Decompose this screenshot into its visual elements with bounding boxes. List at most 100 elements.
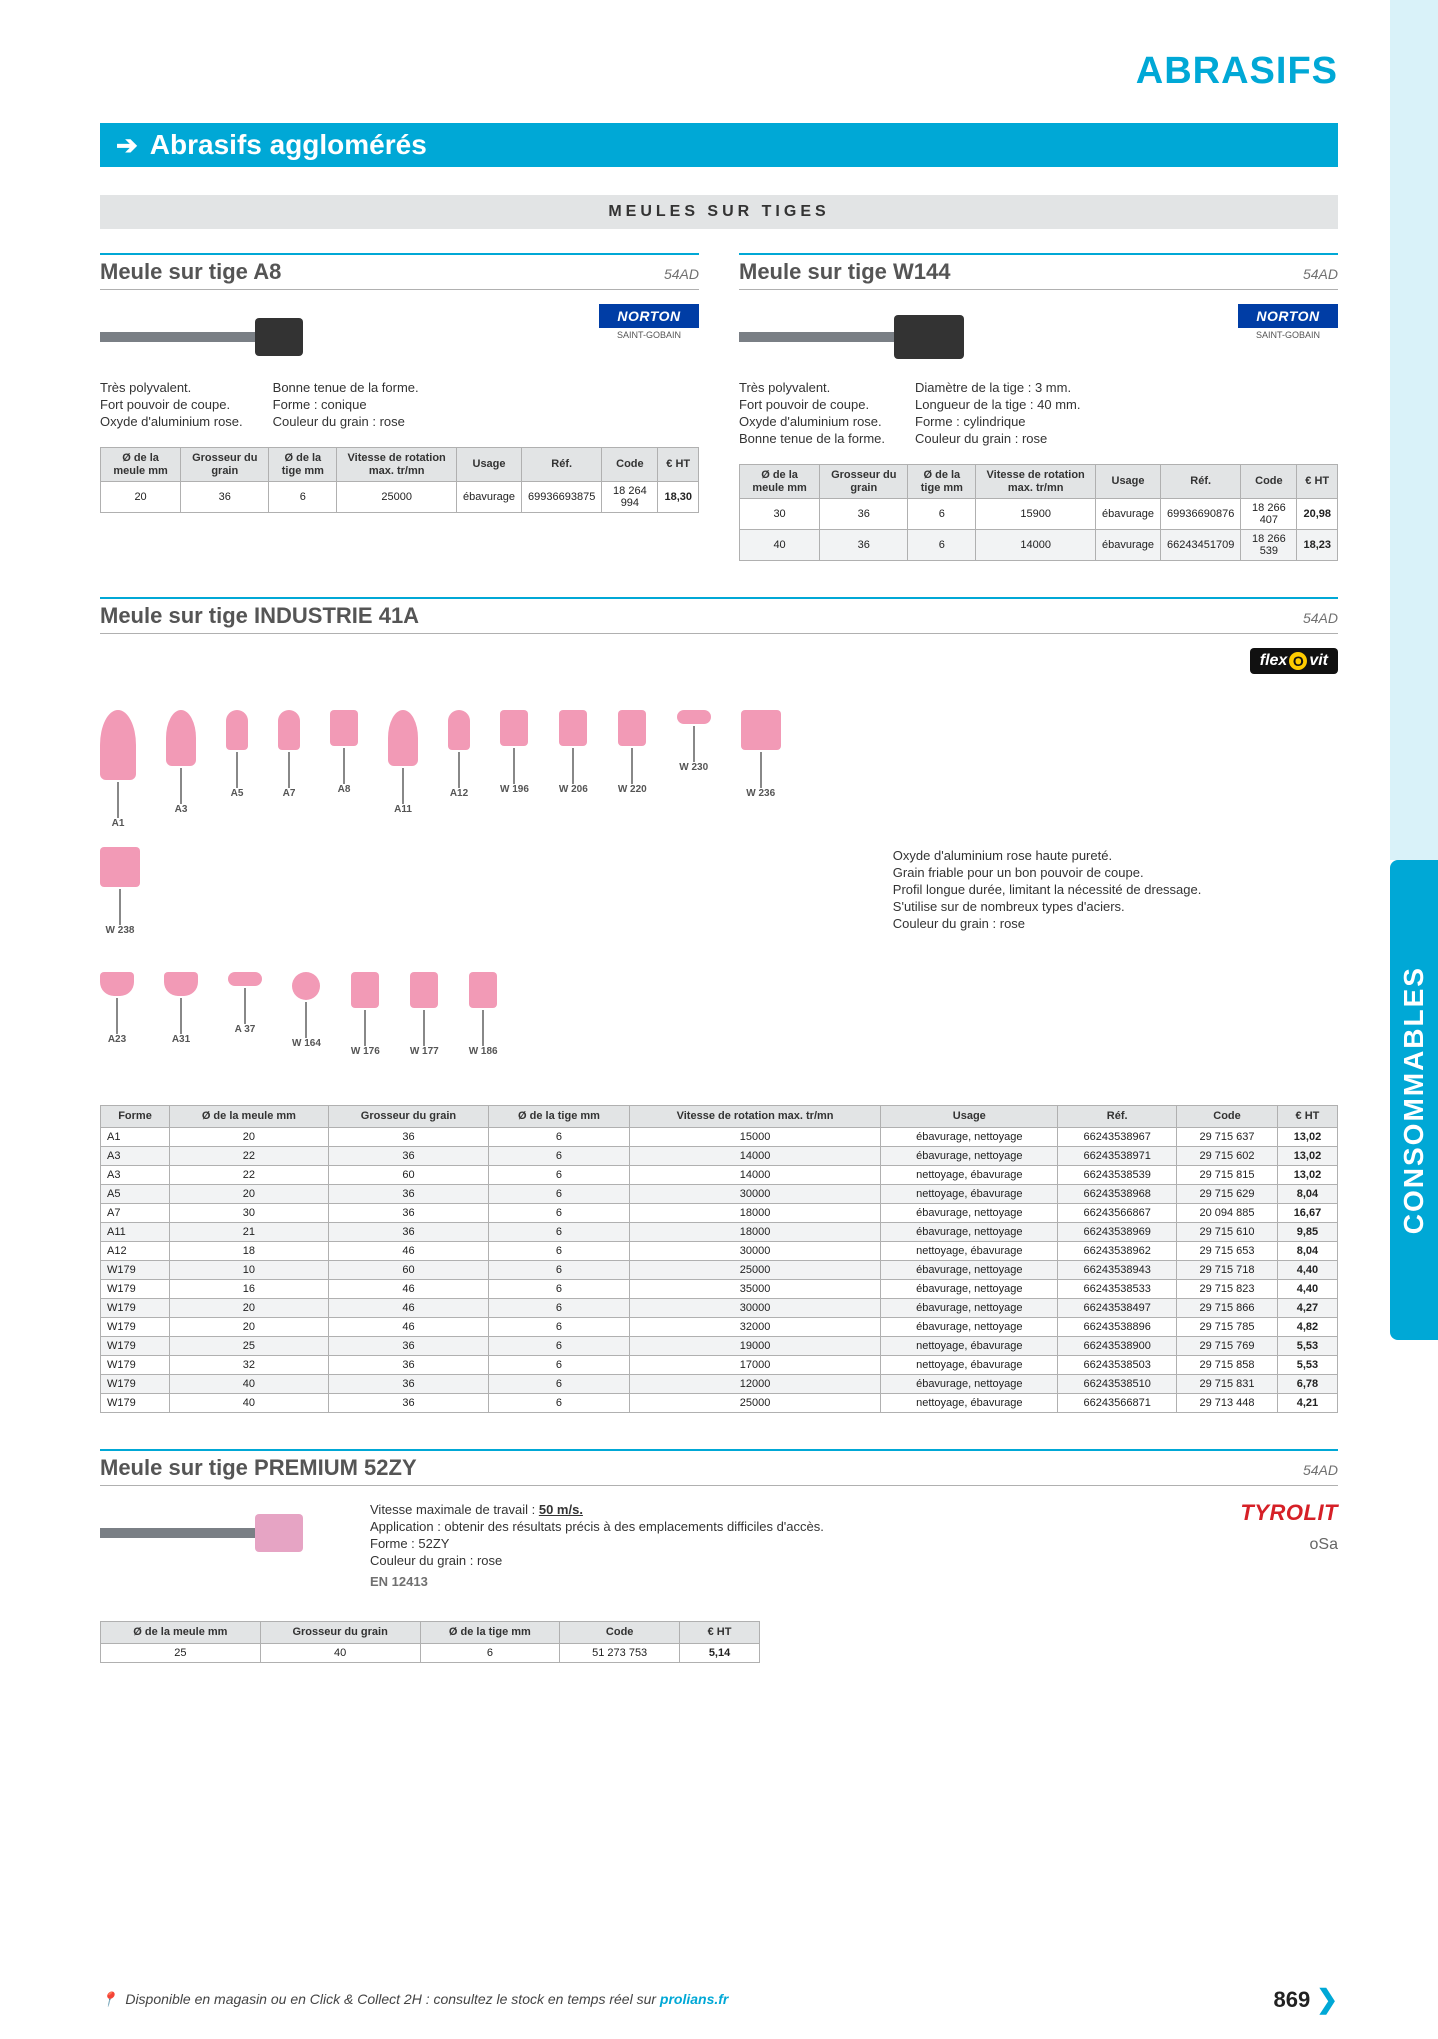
cell: 6 <box>489 1146 630 1165</box>
table-row: W1791060625000ébavurage, nettoyage662435… <box>101 1260 1338 1279</box>
shape-grid: A1A3A5A7A8A11A12W 196W 206W 220W 230W 23… <box>100 710 843 1057</box>
cell: 14000 <box>629 1165 881 1184</box>
spec-item: Très polyvalent. <box>739 380 885 395</box>
shape-label: W 176 <box>351 1046 380 1057</box>
cell: W179 <box>101 1317 170 1336</box>
cell: 5,53 <box>1277 1355 1337 1374</box>
col-header: Grosseur du grain <box>820 465 908 499</box>
cell: 18000 <box>629 1203 881 1222</box>
col-header: Usage <box>881 1106 1058 1128</box>
cell: 6 <box>489 1317 630 1336</box>
product-tag: 54AD <box>1303 610 1338 626</box>
spec-item: Bonne tenue de la forme. <box>739 431 885 446</box>
cell: 46 <box>328 1241 488 1260</box>
subheading: MEULES SUR TIGES <box>100 195 1338 229</box>
cell: 36 <box>328 1336 488 1355</box>
shape-label: W 186 <box>469 1046 498 1057</box>
col-header: Usage <box>457 448 522 482</box>
product-a8: Meule sur tige A8 54AD NORTON SAINT-GOBA… <box>100 253 699 561</box>
cell: 18 266 539 <box>1241 530 1297 561</box>
cell: 40 <box>170 1393 329 1412</box>
cell: 32 <box>170 1355 329 1374</box>
cell: ébavurage <box>1096 499 1161 530</box>
shape-item: W 230 <box>677 710 711 829</box>
col-header: Vitesse de rotation max. tr/mn <box>629 1106 881 1128</box>
cell: 29 715 718 <box>1177 1260 1278 1279</box>
cell: 6 <box>489 1374 630 1393</box>
cell: 19000 <box>629 1336 881 1355</box>
shape-item: W 206 <box>559 710 588 829</box>
cell: 69936693875 <box>522 482 602 513</box>
cell: 29 715 815 <box>1177 1165 1278 1184</box>
chevron-icon: ❯ <box>1316 1984 1338 2015</box>
shape-item: W 164 <box>292 972 321 1057</box>
cell: 29 715 610 <box>1177 1222 1278 1241</box>
cell: ébavurage, nettoyage <box>881 1298 1058 1317</box>
shape-label: A1 <box>112 818 125 829</box>
table-row: W1792046632000ébavurage, nettoyage662435… <box>101 1317 1338 1336</box>
cell: 18000 <box>629 1222 881 1241</box>
brand-sub: SAINT-GOBAIN <box>599 328 699 340</box>
cell: 4,40 <box>1277 1260 1337 1279</box>
product-tag: 54AD <box>1303 266 1338 282</box>
cell: 36 <box>328 1203 488 1222</box>
cell: 6 <box>908 530 976 561</box>
cell: 17000 <box>629 1355 881 1374</box>
cell: 29 715 866 <box>1177 1298 1278 1317</box>
col-header: Ø de la meule mm <box>101 1621 261 1643</box>
cell: 6 <box>489 1241 630 1260</box>
cell: nettoyage, ébavurage <box>881 1241 1058 1260</box>
cell: W179 <box>101 1298 170 1317</box>
cell: 30000 <box>629 1184 881 1203</box>
cell: 20 094 885 <box>1177 1203 1278 1222</box>
en-code: EN 12413 <box>370 1574 1210 1589</box>
table-row: W1791646635000ébavurage, nettoyage662435… <box>101 1279 1338 1298</box>
cell: 66243538971 <box>1058 1146 1177 1165</box>
cell: 14000 <box>629 1146 881 1165</box>
cell: 40 <box>170 1374 329 1393</box>
cell: 12000 <box>629 1374 881 1393</box>
table-industrie: FormeØ de la meule mmGrosseur du grainØ … <box>100 1105 1338 1413</box>
col-header: Réf. <box>1058 1106 1177 1128</box>
page-number: 869 ❯ <box>1273 1984 1338 2015</box>
cell: 5,14 <box>680 1643 760 1662</box>
shape-label: A3 <box>175 804 188 815</box>
table-row: W1792536619000nettoyage, ébavurage662435… <box>101 1336 1338 1355</box>
shape-item: A31 <box>164 972 198 1057</box>
footer-link[interactable]: prolians.fr <box>660 1991 728 2007</box>
cell: nettoyage, ébavurage <box>881 1165 1058 1184</box>
availability-note: 📍 Disponible en magasin ou en Click & Co… <box>100 1991 728 2008</box>
cell: 29 715 653 <box>1177 1241 1278 1260</box>
cell: 69936690876 <box>1161 499 1241 530</box>
table-row: A52036630000nettoyage, ébavurage66243538… <box>101 1184 1338 1203</box>
table-row: A121846630000nettoyage, ébavurage6624353… <box>101 1241 1338 1260</box>
cell: 25000 <box>629 1260 881 1279</box>
cell: 6 <box>489 1355 630 1374</box>
cell: 66243538900 <box>1058 1336 1177 1355</box>
table-row: W1794036625000nettoyage, ébavurage662435… <box>101 1393 1338 1412</box>
cell: ébavurage, nettoyage <box>881 1222 1058 1241</box>
footer: 📍 Disponible en magasin ou en Click & Co… <box>100 1984 1338 2015</box>
shape-label: A 37 <box>235 1024 256 1035</box>
cell: ébavurage, nettoyage <box>881 1127 1058 1146</box>
cell: 6 <box>489 1127 630 1146</box>
cell: 6 <box>489 1222 630 1241</box>
cell: 4,21 <box>1277 1393 1337 1412</box>
cell: 22 <box>170 1146 329 1165</box>
spec-item: Couleur du grain : rose <box>370 1553 1210 1568</box>
cell: 66243538510 <box>1058 1374 1177 1393</box>
cell: 4,27 <box>1277 1298 1337 1317</box>
brand-name: NORTON <box>599 304 699 328</box>
cell: 6 <box>489 1165 630 1184</box>
table-row: 2036625000ébavurage6993669387518 264 994… <box>101 482 699 513</box>
cell: 20 <box>170 1184 329 1203</box>
col-header: € HT <box>658 448 699 482</box>
specs-left: Très polyvalent. Fort pouvoir de coupe. … <box>739 378 885 448</box>
cell: 66243538539 <box>1058 1165 1177 1184</box>
col-header: Réf. <box>522 448 602 482</box>
shape-item: A8 <box>330 710 358 829</box>
cell: 20 <box>101 482 181 513</box>
spec-item: Très polyvalent. <box>100 380 243 395</box>
col-header: Ø de la tige mm <box>908 465 976 499</box>
col-header: Code <box>602 448 658 482</box>
